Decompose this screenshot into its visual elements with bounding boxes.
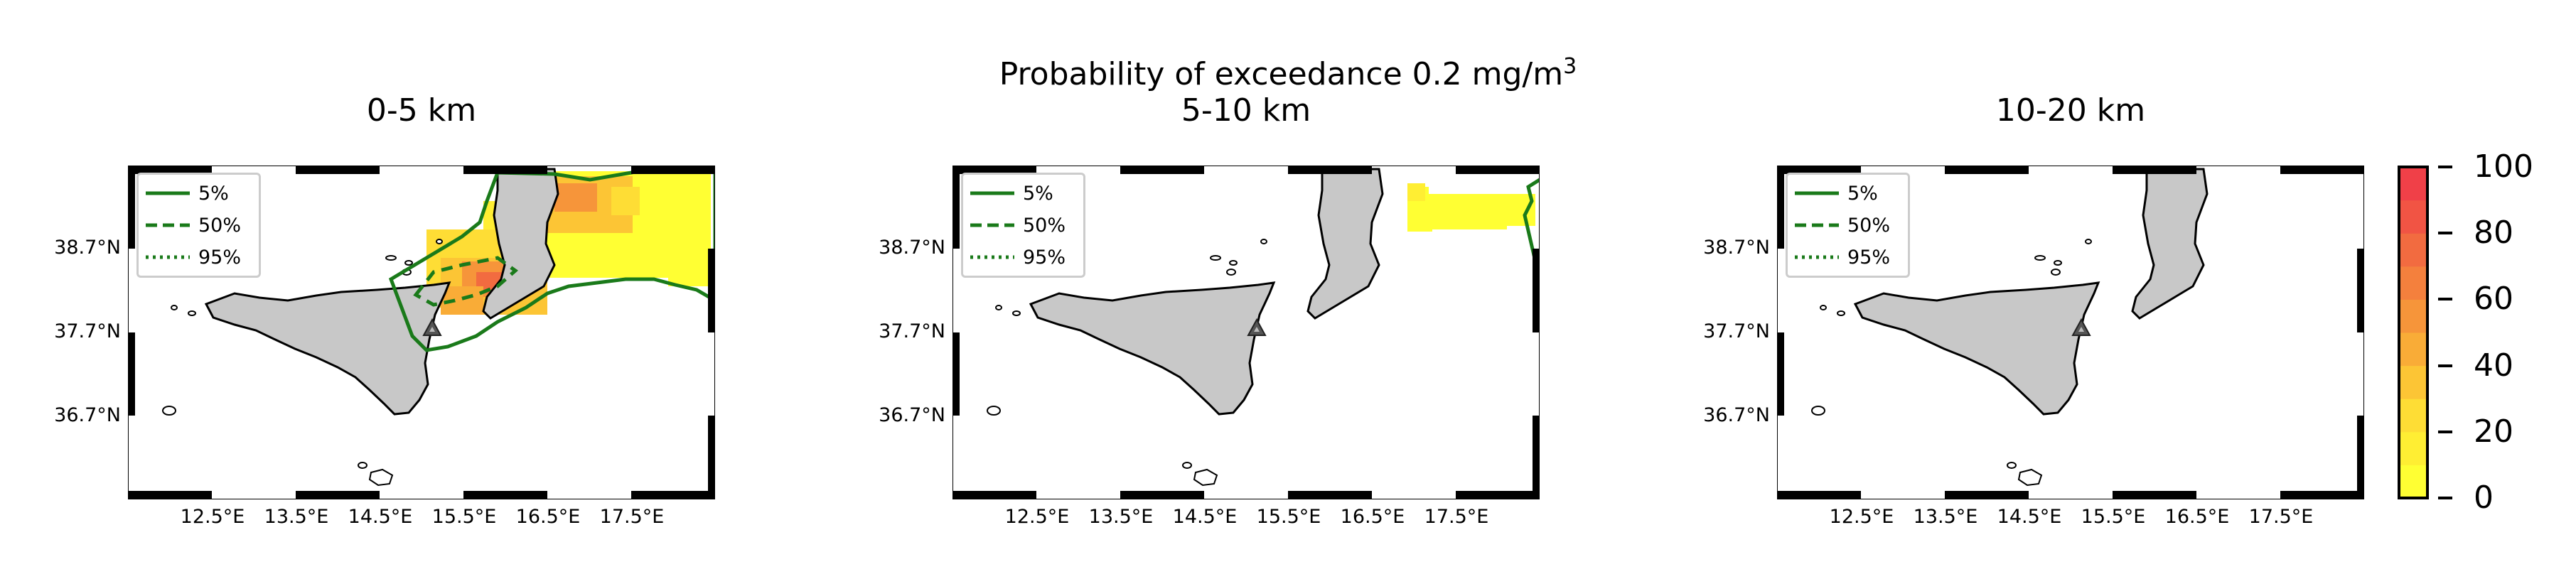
colorbar-band: [2399, 299, 2427, 333]
lat-label-38-7: 38.7°N: [54, 237, 121, 259]
colorbar-band: [2399, 399, 2427, 433]
contour-5pct: [388, 167, 715, 352]
figure-title-superscript: 3: [1563, 54, 1577, 79]
legend-panel-2: 5% 50% 95%: [961, 173, 1085, 278]
colorbar-tick: [2438, 232, 2452, 234]
colorbar-band: [2399, 200, 2427, 234]
legend-line-dotted: [970, 255, 1014, 259]
colorbar: [2398, 166, 2429, 499]
lon-label-15-5: 15.5°E: [2081, 506, 2146, 528]
legend-panel-1: 5% 50% 95%: [136, 173, 261, 278]
lat-label-37-7: 37.7°N: [1703, 320, 1770, 342]
colorbar-band: [2399, 167, 2427, 201]
lon-label-13-5: 13.5°E: [1088, 506, 1154, 528]
legend-label-5pct: 5%: [198, 182, 229, 205]
map-panel-0-5km: [128, 166, 715, 499]
lat-label-38-7: 38.7°N: [1703, 237, 1770, 259]
lon-label-16-5: 16.5°E: [2164, 506, 2230, 528]
colorbar-tick: [2438, 430, 2452, 433]
colorbar-band: [2399, 266, 2427, 300]
legend-line-solid: [146, 191, 190, 195]
lon-label-17-5: 17.5°E: [2248, 506, 2314, 528]
lon-label-16-5: 16.5°E: [515, 506, 581, 528]
colorbar-label-100: 100: [2474, 148, 2533, 185]
colorbar-tick: [2438, 497, 2452, 499]
lat-label-36-7: 36.7°N: [54, 404, 121, 426]
colorbar-label-80: 80: [2474, 215, 2513, 251]
lon-label-12-5: 12.5°E: [180, 506, 245, 528]
legend-label-5pct: 5%: [1847, 182, 1878, 205]
colorbar-label-0: 0: [2474, 480, 2494, 516]
lon-label-14-5: 14.5°E: [348, 506, 413, 528]
lat-label-37-7: 37.7°N: [879, 320, 945, 342]
legend-line-solid: [970, 191, 1014, 195]
lat-label-36-7: 36.7°N: [879, 404, 945, 426]
colorbar-band: [2399, 465, 2427, 499]
legend-line-dashed: [146, 223, 190, 227]
legend-label-50pct: 50%: [1847, 214, 1891, 237]
lon-label-13-5: 13.5°E: [264, 506, 329, 528]
colorbar-tick: [2438, 298, 2452, 300]
lon-label-14-5: 14.5°E: [1997, 506, 2062, 528]
lon-label-12-5: 12.5°E: [1004, 506, 1070, 528]
legend-label-5pct: 5%: [1023, 182, 1053, 205]
panel-title-0-5km: 0-5 km: [366, 92, 477, 129]
legend-line-dashed: [1795, 223, 1839, 227]
legend-label-95pct: 95%: [1023, 246, 1066, 269]
lat-label-38-7: 38.7°N: [879, 237, 945, 259]
legend-label-50pct: 50%: [1023, 214, 1066, 237]
lat-label-36-7: 36.7°N: [1703, 404, 1770, 426]
colorbar-band: [2399, 365, 2427, 399]
lon-label-17-5: 17.5°E: [599, 506, 665, 528]
lon-label-14-5: 14.5°E: [1172, 506, 1238, 528]
lon-label-13-5: 13.5°E: [1913, 506, 1978, 528]
legend-line-solid: [1795, 191, 1839, 195]
lon-label-15-5: 15.5°E: [1256, 506, 1321, 528]
figure-title: Probability of exceedance 0.2 mg/m3: [0, 48, 2576, 93]
colorbar-band: [2399, 233, 2427, 267]
lon-label-12-5: 12.5°E: [1829, 506, 1894, 528]
lon-label-15-5: 15.5°E: [431, 506, 497, 528]
panel-title-5-10km: 5-10 km: [1181, 92, 1311, 129]
colorbar-band: [2399, 431, 2427, 465]
legend-line-dashed: [970, 223, 1014, 227]
legend-panel-3: 5% 50% 95%: [1786, 173, 1910, 278]
lat-label-37-7: 37.7°N: [54, 320, 121, 342]
panel-title-10-20km: 10-20 km: [1995, 92, 2146, 129]
legend-label-95pct: 95%: [1847, 246, 1891, 269]
legend-label-95pct: 95%: [198, 246, 242, 269]
colorbar-label-60: 60: [2474, 281, 2513, 317]
contour-5pct: [1523, 178, 1540, 262]
colorbar-band: [2399, 332, 2427, 367]
colorbar-tick: [2438, 364, 2452, 367]
colorbar-label-40: 40: [2474, 347, 2513, 384]
lon-label-17-5: 17.5°E: [1424, 506, 1489, 528]
figure-title-text: Probability of exceedance 0.2 mg/m: [999, 56, 1564, 92]
colorbar-tick: [2438, 166, 2452, 168]
contour-50pct: [413, 256, 519, 307]
legend-line-dotted: [146, 255, 190, 259]
colorbar-label-20: 20: [2474, 413, 2513, 450]
legend-line-dotted: [1795, 255, 1839, 259]
lon-label-16-5: 16.5°E: [1340, 506, 1405, 528]
legend-label-50pct: 50%: [198, 214, 242, 237]
